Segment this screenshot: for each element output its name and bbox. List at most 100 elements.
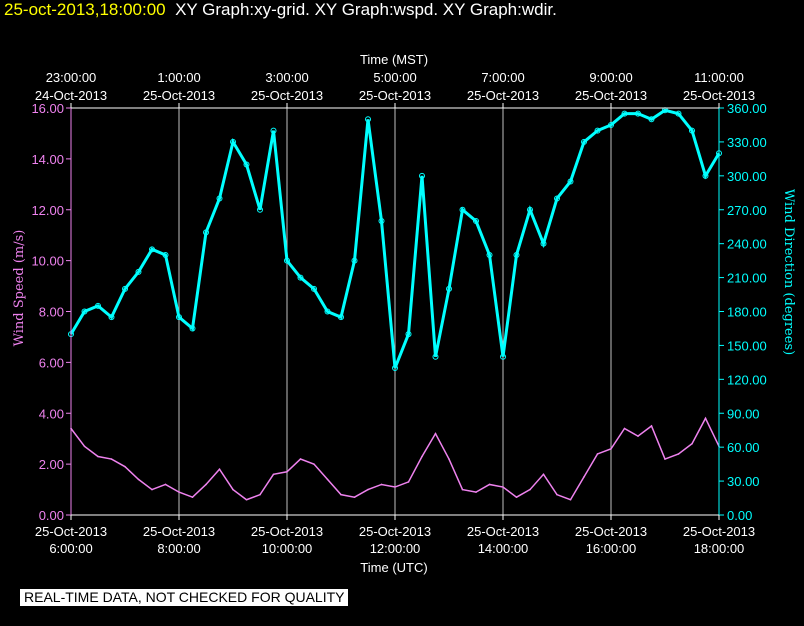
wspd-point <box>299 458 302 460</box>
wdir-point <box>540 240 547 247</box>
x-bottom-tick-date: 25-Oct-2013 <box>35 524 107 539</box>
wdir-point <box>243 161 250 168</box>
wdir-point <box>203 229 209 236</box>
wspd-point <box>569 498 572 501</box>
wspd-point <box>610 448 612 450</box>
x-top-tick-time: 11:00:00 <box>694 70 744 85</box>
x-top-tick-date: 25-Oct-2013 <box>683 88 755 103</box>
wdir-point <box>635 110 641 117</box>
x-top-tick-date: 25-Oct-2013 <box>467 88 539 103</box>
wdir-point <box>513 251 520 258</box>
x-top-tick-time: 9:00:00 <box>589 70 632 85</box>
wdir-point <box>567 178 574 185</box>
x-bottom-tick-time: 6:00:00 <box>49 541 92 556</box>
wdir-point <box>594 127 601 134</box>
wdir-point <box>621 110 628 117</box>
x-top-tick-time: 23:00:00 <box>46 70 97 85</box>
y-left-tick-label: 6.00 <box>39 355 64 370</box>
y-right-tick-label: 120.00 <box>727 372 767 387</box>
header-timestamp: 25-oct-2013,18:00:00 <box>4 0 166 19</box>
wdir-point <box>311 285 317 292</box>
wdir-point <box>216 195 223 202</box>
wspd-point <box>205 483 207 486</box>
wdir-point <box>689 127 695 134</box>
y-right-tick-label: 60.00 <box>727 440 760 455</box>
wspd-point <box>637 435 639 437</box>
wspd-point <box>245 498 248 501</box>
wdir-point <box>95 302 101 309</box>
wspd-point <box>313 463 315 465</box>
wspd-point <box>664 458 666 460</box>
y-right-tick-label: 0.00 <box>727 508 752 523</box>
x-top-tick-date: 25-Oct-2013 <box>575 88 647 103</box>
wspd-point <box>434 432 437 435</box>
wdir-point <box>675 110 682 117</box>
wspd-point <box>583 476 585 478</box>
wspd-point <box>650 425 653 427</box>
wspd-point <box>380 483 383 486</box>
wdir-point <box>81 308 88 315</box>
header-title-line: 25-oct-2013,18:00:00 XY Graph:xy-grid. X… <box>4 0 557 20</box>
y-right-tick-label: 30.00 <box>727 474 760 489</box>
y-left-tick-label: 0.00 <box>39 508 64 523</box>
x-top-tick-time: 3:00:00 <box>265 70 308 85</box>
wdir-point <box>473 218 479 225</box>
y-left-axis-title: Wind Speed (m/s) <box>12 230 27 347</box>
wspd-point <box>488 483 491 486</box>
wspd-point <box>529 488 531 491</box>
wspd-point <box>542 473 545 476</box>
wspd-point <box>259 493 261 496</box>
y-right-tick-label: 150.00 <box>727 338 767 353</box>
wdir-point <box>527 206 533 213</box>
y-right-tick-label: 210.00 <box>727 271 767 286</box>
y-right-tick-label: 90.00 <box>727 406 760 421</box>
wspd-point <box>448 458 450 460</box>
x-bottom-tick-time: 18:00:00 <box>694 541 745 556</box>
wdir-point <box>162 251 169 258</box>
wspd-point <box>272 473 275 476</box>
y-right-tick-label: 180.00 <box>727 305 767 320</box>
y-left-tick-label: 2.00 <box>39 457 64 472</box>
x-top-tick-time: 5:00:00 <box>373 70 416 85</box>
wspd-point <box>407 481 410 483</box>
wspd-point <box>421 455 423 458</box>
wdir-point <box>270 127 277 134</box>
wdir-line <box>69 108 721 369</box>
y-right-axis-title: Wind Direction (degrees) <box>781 189 796 355</box>
wdir-point <box>284 257 290 264</box>
wspd-point <box>623 427 626 430</box>
wspd-point <box>83 445 86 448</box>
wdir-point <box>581 138 587 145</box>
x-bottom-tick-time: 14:00:00 <box>478 541 529 556</box>
y-left-tick-label: 10.00 <box>31 254 64 269</box>
quality-notice: REAL-TIME DATA, NOT CHECKED FOR QUALITY <box>20 589 349 606</box>
grid-layer <box>178 108 612 515</box>
y-right-tick-label: 240.00 <box>727 237 767 252</box>
x-bottom-axis-title: Time (UTC) <box>360 560 427 575</box>
wspd-point <box>286 470 288 473</box>
wspd-point <box>691 442 693 445</box>
y-left-tick-label: 4.00 <box>39 406 64 421</box>
wspd-point <box>502 486 504 488</box>
y-right-tick-label: 270.00 <box>727 203 767 218</box>
wdir-point <box>378 218 385 225</box>
x-bottom-tick-date: 25-Oct-2013 <box>143 524 215 539</box>
x-top-tick-time: 7:00:00 <box>481 70 524 85</box>
wdir-point <box>419 172 425 179</box>
x-bottom-tick-date: 25-Oct-2013 <box>359 524 431 539</box>
wdir-point <box>702 172 709 179</box>
wdir-point <box>230 138 236 145</box>
wspd-point <box>596 453 599 455</box>
wspd-point <box>353 496 356 498</box>
wspd-point <box>137 478 140 481</box>
y-left-tick-label: 12.00 <box>31 203 64 218</box>
wspd-point <box>232 488 234 491</box>
wdir-point <box>432 353 439 360</box>
wdir-point <box>459 206 466 213</box>
wdir-point <box>446 285 452 292</box>
wdir-point <box>500 353 506 360</box>
wdir-point <box>297 274 304 281</box>
x-top-tick-date: 25-Oct-2013 <box>143 88 215 103</box>
wspd-point <box>556 493 558 496</box>
